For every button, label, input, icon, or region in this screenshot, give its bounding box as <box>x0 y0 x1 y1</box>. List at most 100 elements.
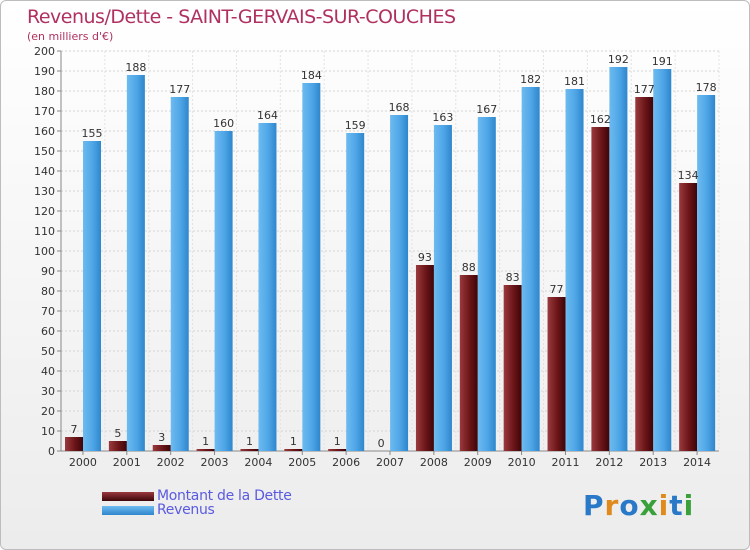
bar-debt <box>503 285 522 451</box>
y-tick-label: 30 <box>41 385 55 398</box>
data-label-debt: 134 <box>678 169 699 182</box>
chart-title: Revenus/Dette - SAINT-GERVAIS-SUR-COUCHE… <box>27 6 456 28</box>
data-label-debt: 1 <box>246 435 253 448</box>
y-tick-label: 60 <box>41 325 55 338</box>
data-label-debt: 177 <box>634 83 655 96</box>
legend-label-debt: Montant de la Dette <box>157 488 292 504</box>
bar-debt <box>635 97 654 451</box>
y-tick-label: 160 <box>34 125 55 138</box>
bar-revenus <box>346 133 365 451</box>
y-tick-label: 200 <box>34 45 55 58</box>
data-label-revenus: 184 <box>301 69 322 82</box>
x-tick-label: 2014 <box>683 456 711 469</box>
x-tick-label: 2013 <box>639 456 667 469</box>
bar-revenus <box>653 69 672 451</box>
x-tick-label: 2009 <box>464 456 492 469</box>
y-tick-label: 140 <box>34 165 55 178</box>
bar-debt <box>284 449 303 451</box>
x-tick-label: 2007 <box>376 456 404 469</box>
bar-debt <box>415 265 434 451</box>
logo-letter: x <box>639 489 659 522</box>
data-label-debt: 93 <box>418 251 432 264</box>
bar-revenus <box>433 125 452 451</box>
y-tick-label: 190 <box>34 65 55 78</box>
data-label-revenus: 177 <box>169 83 190 96</box>
y-tick-label: 20 <box>41 405 55 418</box>
data-label-debt: 162 <box>590 113 611 126</box>
data-label-debt: 7 <box>71 423 78 436</box>
data-label-revenus: 163 <box>432 111 453 124</box>
x-tick-label: 2005 <box>288 456 316 469</box>
bar-debt <box>240 449 259 451</box>
bar-debt <box>547 297 566 451</box>
legend-swatch-revenus <box>102 505 154 515</box>
logo-letter: r <box>604 489 620 522</box>
data-label-revenus: 168 <box>389 101 410 114</box>
y-tick-label: 70 <box>41 305 55 318</box>
bar-debt <box>679 183 698 451</box>
bar-revenus <box>258 123 277 451</box>
data-label-debt: 77 <box>550 283 564 296</box>
x-tick-label: 2003 <box>201 456 229 469</box>
y-tick-label: 130 <box>34 185 55 198</box>
chart-subtitle: (en milliers d'€) <box>27 30 114 43</box>
bar-revenus <box>697 95 716 451</box>
data-label-revenus: 160 <box>213 117 234 130</box>
x-tick-label: 2006 <box>332 456 360 469</box>
legend-item-debt: Montant de la Dette <box>102 488 292 504</box>
y-tick-label: 40 <box>41 365 55 378</box>
axes: 0102030405060708090100110120130140150160… <box>34 45 719 469</box>
y-tick-label: 150 <box>34 145 55 158</box>
bar-revenus <box>521 87 540 451</box>
y-tick-label: 80 <box>41 285 55 298</box>
bar-revenus <box>565 89 584 451</box>
bar-revenus <box>609 67 628 451</box>
data-label-revenus: 155 <box>82 127 103 140</box>
bar-revenus <box>390 115 409 451</box>
data-label-debt: 0 <box>378 437 385 450</box>
bar-debt <box>196 449 215 451</box>
bar-debt <box>328 449 347 451</box>
bar-revenus <box>126 75 145 451</box>
logo-letter: t <box>669 489 684 522</box>
data-label-debt: 1 <box>334 435 341 448</box>
x-tick-label: 2001 <box>113 456 141 469</box>
bar-revenus <box>170 97 189 451</box>
logo-letter: i <box>683 489 695 522</box>
proxiti-logo: Proxiti <box>583 489 694 522</box>
x-tick-label: 2004 <box>244 456 272 469</box>
y-tick-label: 100 <box>34 245 55 258</box>
data-label-revenus: 167 <box>476 103 497 116</box>
y-tick-label: 120 <box>34 205 55 218</box>
x-tick-label: 2000 <box>69 456 97 469</box>
logo-letter: o <box>619 489 640 522</box>
data-label-revenus: 192 <box>608 53 629 66</box>
y-tick-label: 50 <box>41 345 55 358</box>
bar-revenus <box>302 83 321 451</box>
bar-revenus <box>477 117 496 451</box>
logo-letter: P <box>583 489 605 522</box>
x-tick-label: 2008 <box>420 456 448 469</box>
bar-debt <box>108 441 127 451</box>
data-label-debt: 1 <box>290 435 297 448</box>
bar-debt <box>591 127 610 451</box>
data-label-revenus: 182 <box>520 73 541 86</box>
data-label-debt: 83 <box>506 271 520 284</box>
y-tick-label: 170 <box>34 105 55 118</box>
bar-revenus <box>83 141 101 451</box>
data-label-debt: 1 <box>202 435 209 448</box>
bars <box>65 67 716 451</box>
data-label-revenus: 178 <box>696 81 717 94</box>
data-label-revenus: 188 <box>125 61 146 74</box>
x-tick-label: 2011 <box>551 456 579 469</box>
data-label-revenus: 181 <box>564 75 585 88</box>
bar-debt <box>152 445 171 451</box>
y-tick-label: 110 <box>34 225 55 238</box>
x-tick-label: 2012 <box>595 456 623 469</box>
y-tick-label: 10 <box>41 425 55 438</box>
data-labels: 7 155 5 188 3 177 1 160 1 164 1 184 1 159 0 168 93 163 88 1… <box>71 53 717 450</box>
data-label-revenus: 159 <box>345 119 366 132</box>
data-label-debt: 88 <box>462 261 476 274</box>
